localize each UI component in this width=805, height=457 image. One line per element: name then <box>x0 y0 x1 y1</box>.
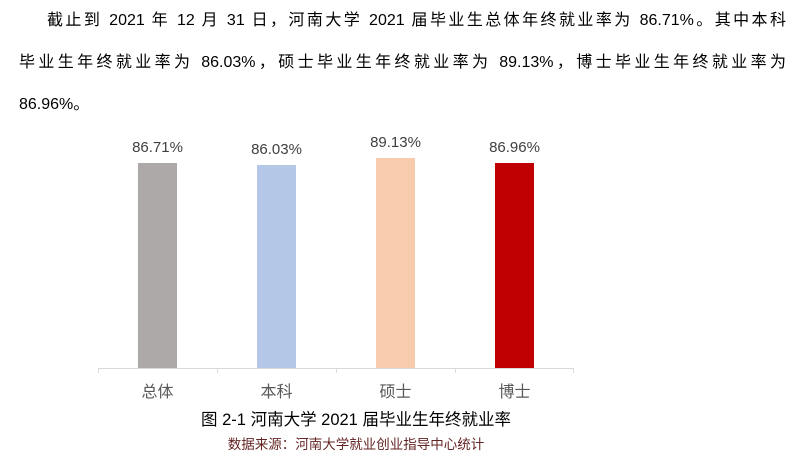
bar-value-label: 86.96% <box>489 138 540 156</box>
bar-overall <box>138 163 177 368</box>
paragraph-line-2: 毕业生年终就业率为 86.03%，硕士毕业生年终就业率为 89.13%，博士毕业… <box>19 54 786 71</box>
paragraph-line-3: 86.96%。 <box>19 96 90 113</box>
axis-tick <box>455 368 456 373</box>
axis-tick <box>336 368 337 373</box>
bar-chart-plot: 86.71% 86.03% 89.13% 86.96% <box>98 132 574 373</box>
category-label-master: 硕士 <box>379 384 412 401</box>
figure-source: 数据来源：河南大学就业创业指导中心统计 <box>227 437 485 452</box>
axis-tick <box>98 368 99 373</box>
category-axis-labels: 总体 本科 硕士 博士 <box>98 378 574 402</box>
bar-undergraduate <box>257 165 296 368</box>
category-label-overall: 总体 <box>141 384 174 401</box>
bar-doctor <box>495 162 534 368</box>
axis-tick <box>573 368 574 373</box>
bar-value-label: 89.13% <box>370 133 421 151</box>
bar-value-label: 86.71% <box>132 139 183 157</box>
axis-tick <box>217 368 218 373</box>
chart-column-undergraduate: 86.03% <box>217 132 336 368</box>
chart-column-overall: 86.71% <box>98 132 217 368</box>
bar-value-label: 86.03% <box>251 141 302 158</box>
chart-column-master: 89.13% <box>336 132 455 368</box>
paragraph-line-1: 截止到 2021 年 12 月 31 日，河南大学 2021 届毕业生总体年终就… <box>47 12 786 29</box>
intro-paragraph: 截止到 2021 年 12 月 31 日，河南大学 2021 届毕业生总体年终就… <box>19 0 786 126</box>
category-label-doctor: 博士 <box>498 384 531 401</box>
chart-column-doctor: 86.96% <box>455 132 574 368</box>
figure-caption: 图 2-1 河南大学 2021 届毕业生年终就业率 <box>201 411 511 429</box>
category-label-undergraduate: 本科 <box>260 384 293 401</box>
bar-master <box>376 157 415 368</box>
